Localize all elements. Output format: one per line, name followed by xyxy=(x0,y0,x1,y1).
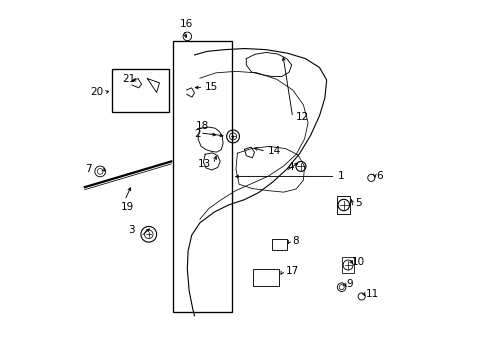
Text: 14: 14 xyxy=(267,147,281,157)
Text: 21: 21 xyxy=(122,74,135,84)
Bar xyxy=(272,239,287,249)
Text: 9: 9 xyxy=(346,279,352,289)
Text: 16: 16 xyxy=(180,18,193,28)
Bar xyxy=(337,196,349,214)
Text: 6: 6 xyxy=(376,171,383,181)
Text: 13: 13 xyxy=(198,159,211,169)
Text: 17: 17 xyxy=(285,266,298,276)
Text: 3: 3 xyxy=(128,225,135,235)
Text: 7: 7 xyxy=(85,163,92,174)
Bar xyxy=(173,41,231,312)
Bar xyxy=(253,269,279,287)
Text: 8: 8 xyxy=(292,236,299,246)
Text: 10: 10 xyxy=(351,257,364,267)
Text: 12: 12 xyxy=(296,112,309,122)
Text: 18: 18 xyxy=(196,121,209,131)
Text: 20: 20 xyxy=(90,87,103,98)
Text: 1: 1 xyxy=(337,171,343,181)
Bar xyxy=(112,68,168,112)
Text: 5: 5 xyxy=(354,198,361,208)
Text: 15: 15 xyxy=(205,82,218,92)
Text: 19: 19 xyxy=(121,202,134,212)
Text: 2: 2 xyxy=(194,129,201,139)
Text: 4: 4 xyxy=(287,162,293,172)
Text: 11: 11 xyxy=(365,289,378,299)
Bar xyxy=(342,257,353,273)
